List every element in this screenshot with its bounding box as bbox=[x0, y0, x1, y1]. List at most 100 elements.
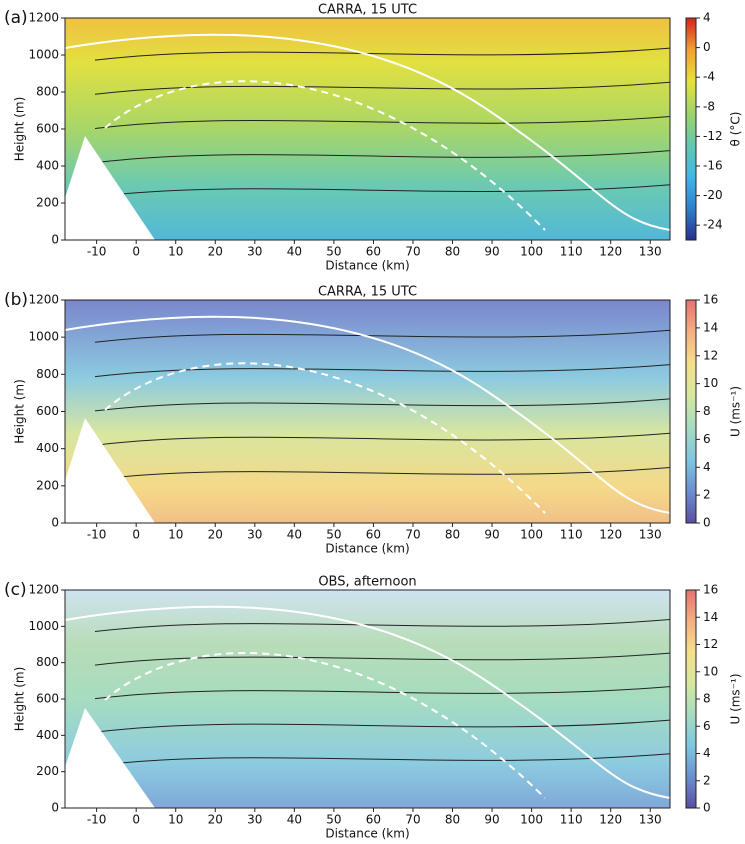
x-tick-label: 60 bbox=[366, 528, 381, 542]
isentrope-dashed bbox=[104, 80, 546, 231]
y-axis-label: Height (m) bbox=[13, 97, 27, 162]
colorbar bbox=[685, 589, 697, 809]
x-tick-label: 70 bbox=[405, 528, 420, 542]
colorbar-label: U (ms⁻¹) bbox=[729, 386, 743, 437]
y-tick-label: 600 bbox=[36, 692, 59, 706]
x-tick-label: 40 bbox=[287, 245, 302, 259]
y-tick-label: 1200 bbox=[28, 583, 59, 597]
contour-line bbox=[94, 467, 671, 481]
x-tick-label: 110 bbox=[560, 813, 583, 827]
x-tick-label: -10 bbox=[87, 813, 107, 827]
y-tick-label: 0 bbox=[51, 233, 59, 247]
y-tick-label: 800 bbox=[36, 655, 59, 669]
colorbar-tick-label: 6 bbox=[703, 432, 711, 446]
colorbar-tick-label: 0 bbox=[703, 801, 711, 815]
x-tick-label: 0 bbox=[132, 528, 140, 542]
x-tick-label: 20 bbox=[208, 245, 223, 259]
chart-title: OBS, afternoon bbox=[318, 575, 416, 590]
isentrope-dashed bbox=[104, 362, 546, 514]
x-tick-label: 90 bbox=[484, 245, 499, 259]
x-tick-label: 130 bbox=[639, 245, 662, 259]
panel-label: (b) bbox=[4, 290, 28, 310]
x-axis-label: Distance (km) bbox=[325, 259, 409, 273]
x-tick-label: 110 bbox=[560, 245, 583, 259]
chart-title: CARRA, 15 UTC bbox=[318, 3, 417, 18]
contour-line bbox=[94, 719, 671, 733]
colorbar bbox=[685, 299, 697, 524]
colorbar-tick-label: 2 bbox=[703, 488, 711, 502]
x-tick-label: 130 bbox=[639, 528, 662, 542]
colorbar-tick-label: 14 bbox=[703, 320, 718, 334]
field bbox=[65, 300, 670, 523]
chart-title: CARRA, 15 UTC bbox=[318, 285, 417, 300]
x-tick-label: 40 bbox=[287, 813, 302, 827]
y-tick-label: 1000 bbox=[28, 330, 59, 344]
x-tick-label: 120 bbox=[599, 245, 622, 259]
y-tick-label: 800 bbox=[36, 85, 59, 99]
colorbar-tick-label: -12 bbox=[703, 129, 723, 143]
terrain bbox=[65, 708, 155, 808]
y-tick-label: 600 bbox=[36, 122, 59, 136]
x-tick-label: 0 bbox=[132, 245, 140, 259]
colorbar-tick-label: 8 bbox=[703, 692, 711, 706]
x-tick-label: 80 bbox=[445, 813, 460, 827]
panel-label: (a) bbox=[4, 8, 28, 28]
colorbar-tick-label: 0 bbox=[703, 40, 711, 54]
colorbar-tick-label: -8 bbox=[703, 99, 715, 113]
colorbar-label: θ (°C) bbox=[729, 112, 743, 147]
x-tick-label: -10 bbox=[87, 245, 107, 259]
y-tick-label: 400 bbox=[36, 441, 59, 455]
x-tick-label: 10 bbox=[168, 245, 183, 259]
y-tick-label: 200 bbox=[36, 764, 59, 778]
colorbar-tick-label: -4 bbox=[703, 70, 715, 84]
x-tick-label: 50 bbox=[326, 528, 341, 542]
x-tick-label: 20 bbox=[208, 528, 223, 542]
x-tick-label: 80 bbox=[445, 528, 460, 542]
contour-line bbox=[94, 753, 671, 767]
y-tick-label: 0 bbox=[51, 801, 59, 815]
field bbox=[65, 18, 670, 240]
y-axis-label: Height (m) bbox=[13, 379, 27, 444]
colorbar bbox=[685, 17, 697, 241]
y-tick-label: 200 bbox=[36, 478, 59, 492]
y-tick-label: 0 bbox=[51, 516, 59, 530]
contour-line bbox=[94, 398, 671, 412]
terrain bbox=[65, 418, 155, 523]
contour-line bbox=[94, 652, 671, 666]
y-tick-label: 1200 bbox=[28, 293, 59, 307]
y-tick-label: 1200 bbox=[28, 11, 59, 25]
y-tick-label: 1000 bbox=[28, 48, 59, 62]
terrain bbox=[65, 136, 155, 240]
x-tick-label: 120 bbox=[599, 528, 622, 542]
x-tick-label: 60 bbox=[366, 813, 381, 827]
colorbar-tick-label: 14 bbox=[703, 610, 718, 624]
colorbar-tick-label: 2 bbox=[703, 773, 711, 787]
x-tick-label: 10 bbox=[168, 528, 183, 542]
x-tick-label: 30 bbox=[247, 245, 262, 259]
field bbox=[65, 590, 670, 808]
x-tick-label: 50 bbox=[326, 813, 341, 827]
x-tick-label: 100 bbox=[520, 245, 543, 259]
y-tick-label: 200 bbox=[36, 196, 59, 210]
contour-line bbox=[94, 364, 671, 378]
contour-line bbox=[94, 150, 671, 164]
x-tick-label: 30 bbox=[247, 528, 262, 542]
y-tick-label: 1000 bbox=[28, 619, 59, 633]
colorbar-tick-label: 8 bbox=[703, 404, 711, 418]
x-tick-label: 20 bbox=[208, 813, 223, 827]
y-tick-label: 800 bbox=[36, 367, 59, 381]
colorbar-tick-label: 16 bbox=[703, 293, 718, 307]
colorbar-tick-label: 4 bbox=[703, 11, 711, 25]
x-tick-label: 100 bbox=[520, 528, 543, 542]
x-axis-label: Distance (km) bbox=[325, 542, 409, 556]
colorbar-tick-label: -20 bbox=[703, 188, 723, 202]
x-tick-label: 30 bbox=[247, 813, 262, 827]
colorbar-tick-label: 12 bbox=[703, 348, 718, 362]
panel-label: (c) bbox=[4, 580, 27, 600]
x-tick-label: 40 bbox=[287, 528, 302, 542]
x-tick-label: 90 bbox=[484, 528, 499, 542]
y-tick-label: 400 bbox=[36, 159, 59, 173]
colorbar-tick-label: 4 bbox=[703, 746, 711, 760]
x-tick-label: 80 bbox=[445, 245, 460, 259]
